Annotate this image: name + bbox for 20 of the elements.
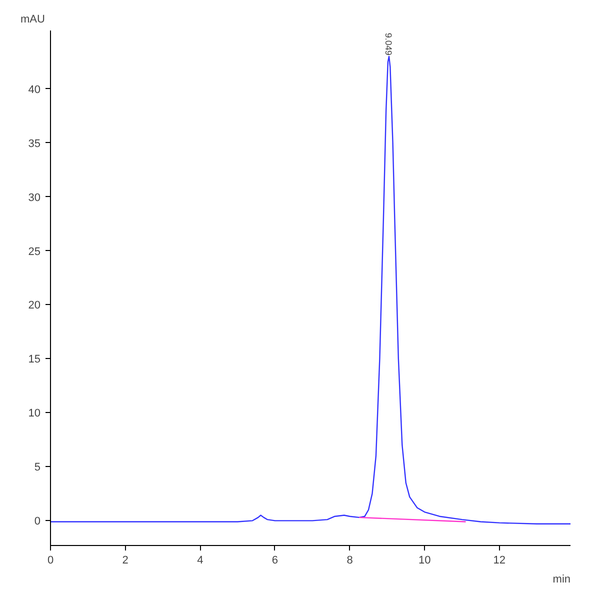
x-tick-label: 12 (493, 554, 506, 566)
y-tick-label: 35 (28, 138, 41, 150)
y-tick-label: 15 (28, 354, 41, 366)
y-tick-label: 5 (34, 462, 41, 474)
line-series (50, 56, 570, 525)
y-tick-label: 20 (28, 300, 41, 312)
y-tick-label: 25 (28, 246, 41, 258)
y-tick-label: 10 (28, 408, 41, 420)
annotation: 9.049 (384, 32, 394, 56)
x-tick-label: 4 (197, 554, 204, 566)
x-tick-label: 10 (418, 554, 431, 566)
y-tick-label: 40 (28, 84, 41, 96)
y-tick-label: 0 (34, 516, 41, 528)
x-tick-label: 6 (272, 554, 278, 566)
x-axis-title: min (552, 574, 571, 586)
x-tick-label: 2 (122, 554, 128, 566)
x-tick-label: 8 (346, 554, 353, 566)
y-axis-title: mAU (20, 14, 45, 26)
x-tick-label: 0 (47, 554, 54, 566)
y-tick-label: 30 (28, 192, 41, 204)
